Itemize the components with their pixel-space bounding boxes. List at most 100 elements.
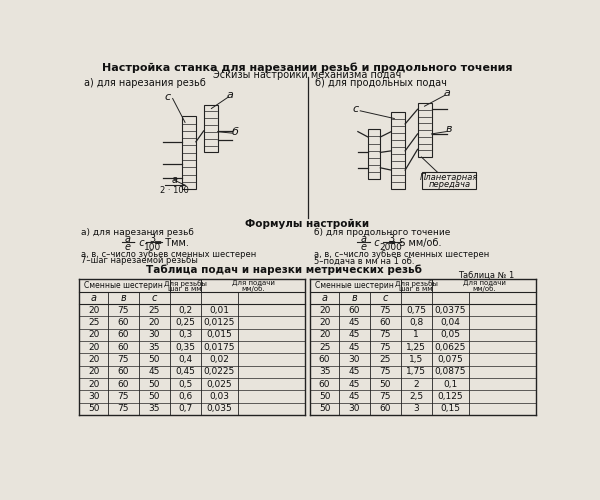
Text: 100: 100 [144,242,161,252]
Text: = S мм/об.: = S мм/об. [388,238,441,248]
Text: 0,0125: 0,0125 [203,318,235,327]
Text: 20: 20 [148,318,160,327]
Text: с: с [151,293,157,303]
Text: 60: 60 [319,355,331,364]
Text: 45: 45 [349,342,359,351]
Text: 50: 50 [148,355,160,364]
Text: 25: 25 [379,355,391,364]
Text: а) для нарезания резьб: а) для нарезания резьб [84,78,206,88]
Text: Эскизы настройки механизма подач: Эскизы настройки механизма подач [214,70,401,81]
Text: 75: 75 [379,342,391,351]
Text: Настройка станка для нарезании резьб и продольного точения: Настройка станка для нарезании резьб и п… [102,62,513,73]
Text: 0,125: 0,125 [437,392,463,401]
Text: 35: 35 [148,404,160,413]
Text: 0,015: 0,015 [206,330,232,340]
Text: 0,04: 0,04 [440,318,460,327]
Text: e: e [125,242,131,252]
Text: Для резьбы: Для резьбы [164,280,206,287]
Text: а: а [322,293,328,303]
Text: Для подачи: Для подачи [463,280,506,286]
Text: 60: 60 [379,318,391,327]
Text: 0,075: 0,075 [437,355,463,364]
Text: 25: 25 [148,306,160,315]
Text: = Тмм.: = Тмм. [154,238,190,248]
Text: 7–шаг нарезаемой резьбы: 7–шаг нарезаемой резьбы [81,256,198,266]
Text: 0,35: 0,35 [175,342,195,351]
Text: a: a [443,88,451,98]
Text: 20: 20 [88,355,99,364]
Text: 20: 20 [319,330,330,340]
Text: 2: 2 [413,380,419,388]
Text: 75: 75 [118,306,129,315]
Text: 1,5: 1,5 [409,355,423,364]
Text: 45: 45 [349,380,359,388]
Text: Для резьбы: Для резьбы [395,280,437,287]
Text: 0,5: 0,5 [178,380,192,388]
Text: 45: 45 [349,368,359,376]
Text: 0,2: 0,2 [178,306,192,315]
Text: 2,5: 2,5 [409,392,423,401]
Text: шаг в мм: шаг в мм [168,286,202,292]
Text: c: c [352,104,359,114]
Text: 0,0625: 0,0625 [434,342,466,351]
Bar [182,116,196,190]
Text: в: в [351,293,357,303]
Text: 20: 20 [88,306,99,315]
Text: 20: 20 [319,306,330,315]
Text: мм/об.: мм/об. [472,286,496,292]
Text: 30: 30 [348,355,360,364]
Text: 0,0875: 0,0875 [434,368,466,376]
Text: Планетарная: Планетарная [420,174,479,182]
Text: 0,01: 0,01 [209,306,229,315]
Text: 75: 75 [379,392,391,401]
Text: 75: 75 [118,392,129,401]
Text: · c: · c [133,238,145,248]
Text: Для подачи: Для подачи [232,280,275,286]
Text: 0,25: 0,25 [175,318,195,327]
Text: а) для нарезания резьб: а) для нарезания резьб [81,228,194,237]
Text: 1,75: 1,75 [406,368,426,376]
Text: c: c [165,92,171,102]
Text: 30: 30 [348,404,360,413]
Text: 75: 75 [118,404,129,413]
Text: 50: 50 [319,392,331,401]
Text: 2000: 2000 [380,242,403,252]
Text: 0,03: 0,03 [209,392,229,401]
Text: 45: 45 [148,368,160,376]
Text: 50: 50 [379,380,391,388]
Text: Сменные шестерин: Сменные шестерин [85,281,163,290]
Text: 50: 50 [88,404,100,413]
Bar [203,104,218,152]
Text: Формулы настройки: Формулы настройки [245,219,370,229]
Text: e: e [360,242,366,252]
Text: 25: 25 [88,318,99,327]
Text: 3: 3 [149,234,155,244]
Text: 35: 35 [148,342,160,351]
Text: 0,02: 0,02 [209,355,229,364]
Text: а, в, с–число зубьев сменных шестерен: а, в, с–число зубьев сменных шестерен [81,250,256,260]
Text: 0,1: 0,1 [443,380,457,388]
Text: a: a [171,175,177,185]
Text: 20: 20 [88,342,99,351]
Text: 0,035: 0,035 [206,404,232,413]
Text: 75: 75 [379,368,391,376]
Text: 0,45: 0,45 [175,368,195,376]
Text: 3: 3 [413,404,419,413]
Text: 50: 50 [319,404,331,413]
Text: 0,0375: 0,0375 [434,306,466,315]
Text: 60: 60 [319,380,331,388]
Text: 0,3: 0,3 [178,330,192,340]
Bar [391,112,405,190]
Text: 45: 45 [349,330,359,340]
Text: Таблица подач и нарезки метрических резьб: Таблица подач и нарезки метрических резь… [146,264,422,274]
Text: 60: 60 [118,330,129,340]
Text: 60: 60 [118,342,129,351]
Text: Сменные шестерин: Сменные шестерин [316,281,394,290]
Text: 0,0175: 0,0175 [203,342,235,351]
Text: 60: 60 [118,318,129,327]
Text: передача: передача [428,180,470,189]
Text: б) для продольного точение: б) для продольного точение [314,228,450,237]
Text: мм/об.: мм/об. [241,286,265,292]
Text: 60: 60 [118,380,129,388]
Text: б) для продольных подач: б) для продольных подач [315,78,447,88]
